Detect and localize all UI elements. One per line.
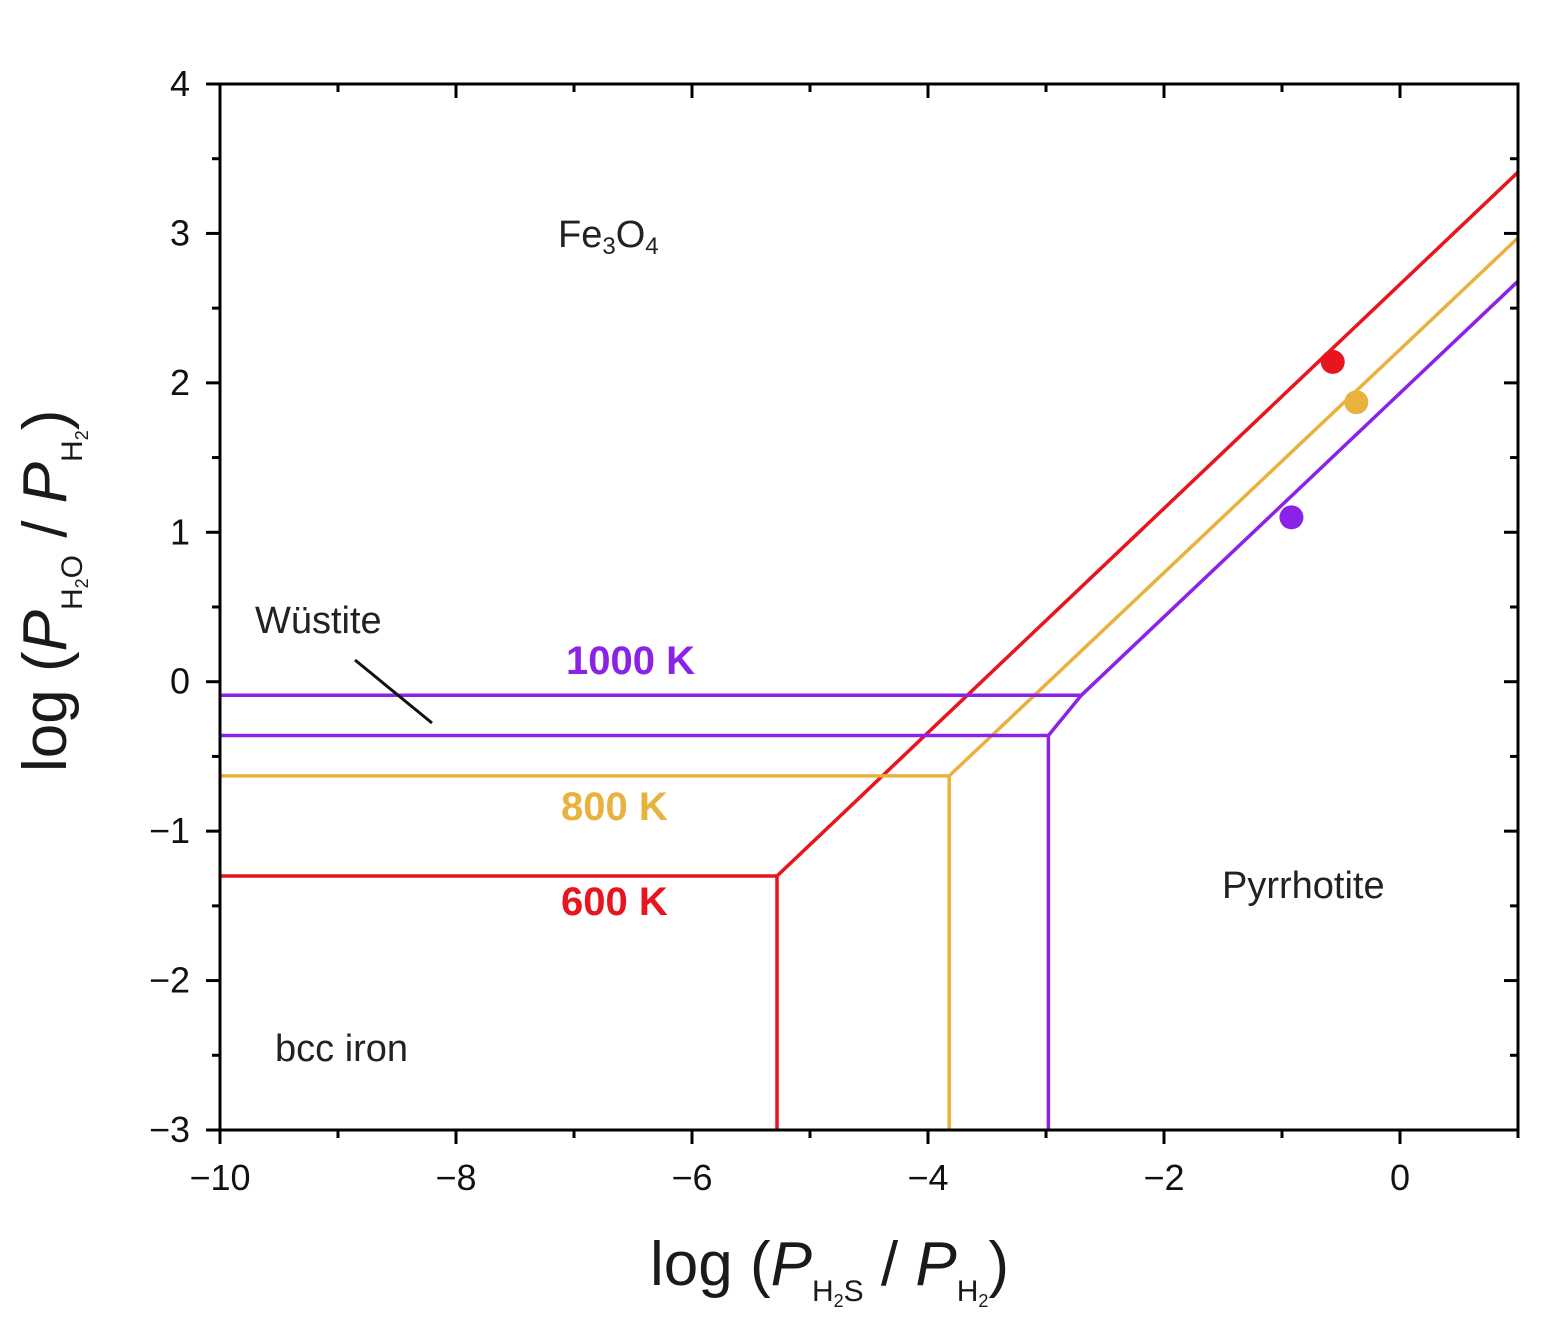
series-layer (220, 170, 1520, 1130)
y-tick-label: 4 (170, 63, 190, 104)
plot-frame (218, 82, 1520, 1132)
y-tick-label: 0 (170, 661, 190, 702)
x-tick-label: −10 (189, 1157, 250, 1198)
series-line-1000k-1 (220, 694, 1083, 738)
y-tick-label: 1 (170, 511, 190, 552)
y-tick-label: 3 (170, 212, 190, 253)
x-axis-title: log (PH2S / PH2) (650, 1230, 1009, 1311)
region-label-wustite: Wüstite (255, 600, 382, 642)
temp-label-1000k: 1000 K (566, 639, 695, 683)
y-tick-label: −2 (149, 960, 190, 1001)
points-layer (1279, 349, 1369, 530)
wustite-pointer-line (354, 658, 433, 725)
wustite-pointer-layer (354, 658, 433, 725)
data-point-0 (1320, 349, 1345, 374)
series-line-1000k-0 (220, 279, 1520, 697)
region-label-bcc-iron: bcc iron (275, 1028, 408, 1070)
region-label-fe3o4: Fe3O4 (558, 214, 659, 260)
temp-label-600k: 600 K (561, 880, 668, 924)
data-point-1 (1344, 390, 1369, 415)
x-tick-label: −2 (1143, 1157, 1184, 1198)
y-tick-label: −1 (149, 810, 190, 851)
x-tick-label: −8 (435, 1157, 476, 1198)
y-tick-label: −3 (149, 1109, 190, 1150)
temp-label-800k: 800 K (561, 785, 668, 829)
series-line-600k-0 (220, 170, 1520, 878)
y-tick-label: 2 (170, 362, 190, 403)
x-tick-label: −6 (671, 1157, 712, 1198)
data-point-2 (1279, 505, 1304, 530)
x-tick-label: −4 (907, 1157, 948, 1198)
y-axis-title: log (PH2O / PH2) (11, 410, 92, 772)
region-label-pyrrhotite: Pyrrhotite (1222, 865, 1385, 907)
x-tick-label: 0 (1390, 1157, 1410, 1198)
